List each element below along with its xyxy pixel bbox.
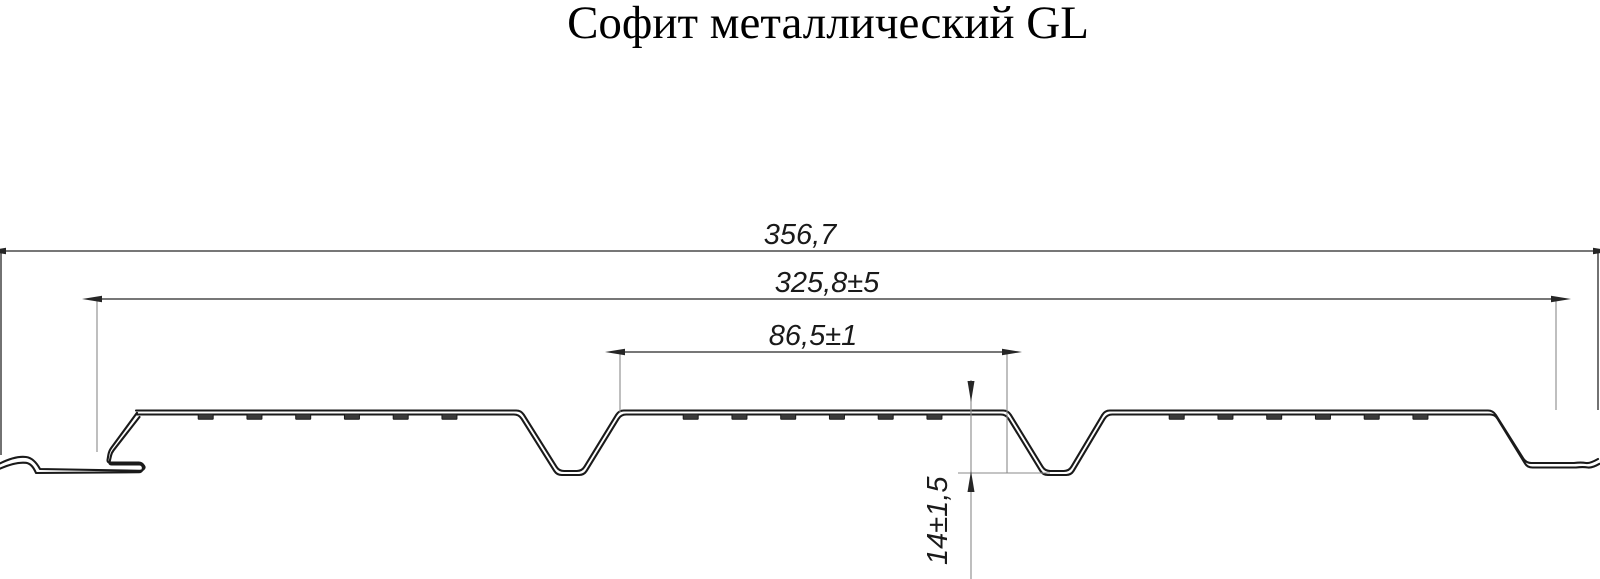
svg-text:14±1,5: 14±1,5 [922, 476, 954, 565]
svg-text:356,7: 356,7 [764, 219, 838, 251]
svg-text:86,5±1: 86,5±1 [769, 320, 858, 352]
svg-text:325,8±5: 325,8±5 [775, 267, 880, 299]
